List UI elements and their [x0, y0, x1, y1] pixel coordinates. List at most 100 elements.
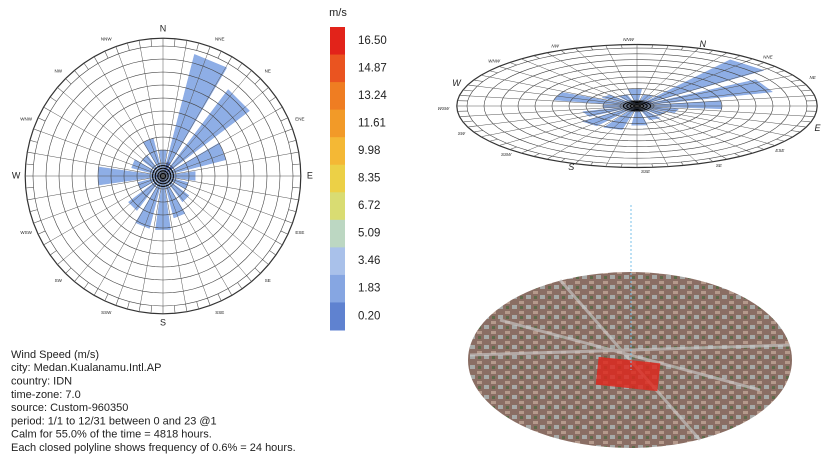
degree-tick: [722, 156, 727, 159]
degree-tick: [38, 118, 45, 121]
degree-tick: [797, 126, 807, 127]
degree-tick: [207, 47, 210, 54]
direction-label: ENE: [295, 116, 304, 121]
direction-label: E: [307, 170, 313, 180]
degree-tick: [463, 90, 473, 91]
direction-label: SSE: [215, 310, 224, 315]
degree-tick: [84, 282, 88, 288]
degree-tick: [474, 131, 483, 132]
spoke: [79, 76, 163, 176]
direction-label: S: [568, 162, 574, 172]
degree-tick: [285, 220, 292, 223]
direction-label: N: [160, 23, 167, 33]
degree-tick: [735, 56, 741, 59]
colorbar-segment: [330, 247, 345, 275]
degree-tick: [474, 80, 483, 81]
degree-tick: [481, 135, 490, 137]
colorbar-segment: [330, 165, 345, 193]
degree-tick: [228, 57, 232, 64]
degree-tick: [139, 304, 140, 312]
page: NNNENEENEEESESESSESSSWSWWSWWWNWNWNNWNNNE…: [0, 0, 821, 455]
degree-tick: [27, 152, 35, 153]
degree-tick: [590, 47, 593, 50]
degree-tick: [255, 268, 261, 274]
colorbar-tick-label: 14.87: [358, 62, 387, 74]
degree-tick: [238, 282, 242, 288]
degree-tick: [590, 162, 593, 165]
info-line: Wind Speed (m/s): [11, 349, 99, 361]
degree-tick: [30, 210, 38, 212]
degree-tick: [561, 50, 565, 53]
degree-tick: [66, 268, 72, 274]
degree-tick: [804, 95, 814, 96]
colorbar-tick-label: 3.46: [358, 255, 380, 267]
degree-tick: [281, 231, 288, 234]
degree-tick: [776, 71, 784, 73]
degree-tick: [44, 107, 51, 111]
degree-tick: [27, 199, 35, 200]
degree-tick: [186, 40, 187, 48]
direction-label: NW: [54, 68, 62, 73]
degree-tick: [50, 251, 56, 255]
info-line: Calm for 55.0% of the time = 4818 hours.: [11, 429, 212, 441]
degree-tick: [197, 302, 199, 310]
degree-tick: [746, 150, 753, 153]
degree-tick: [74, 276, 79, 282]
degree-tick: [791, 131, 800, 132]
degree-tick: [468, 126, 478, 127]
degree-tick: [784, 75, 793, 77]
direction-label: SSW: [501, 152, 512, 157]
colorbar-segment: [330, 82, 345, 110]
colorbar-tick-label: 0.20: [358, 310, 380, 322]
degree-tick: [293, 187, 301, 188]
degree-tick: [116, 47, 119, 54]
direction-label: SSW: [101, 310, 112, 315]
degree-tick: [26, 164, 34, 165]
spoke: [79, 176, 163, 276]
degree-tick: [105, 51, 108, 58]
degree-tick: [510, 147, 517, 149]
degree-tick: [269, 251, 275, 255]
degree-tick: [797, 85, 807, 86]
degree-tick: [746, 59, 753, 62]
direction-label: ESE: [295, 230, 304, 235]
direction-label: WNW: [488, 59, 500, 64]
direction-label: NNW: [623, 37, 634, 42]
degree-tick: [26, 187, 34, 188]
degree-tick: [757, 147, 764, 149]
info-line: country: IDN: [11, 376, 72, 388]
direction-label: SSE: [641, 169, 651, 174]
degree-tick: [681, 162, 684, 165]
degree-tick: [263, 87, 269, 92]
degree-tick: [247, 70, 252, 76]
spoke: [163, 176, 263, 260]
degree-tick: [228, 289, 232, 296]
degree-tick: [534, 56, 540, 59]
degree-tick: [722, 53, 727, 56]
degree-tick: [521, 59, 528, 62]
degree-tick: [84, 63, 88, 69]
degree-tick: [757, 63, 764, 65]
degree-tick: [38, 231, 45, 234]
degree-tick: [50, 97, 56, 101]
direction-label: NW: [551, 43, 559, 48]
degree-tick: [463, 121, 473, 122]
degree-tick: [276, 241, 283, 245]
direction-label: W: [12, 170, 21, 180]
degree-tick: [285, 129, 292, 132]
degree-tick: [709, 50, 713, 53]
direction-label: WNW: [20, 116, 32, 121]
colorbar-segment: [330, 137, 345, 165]
direction-label: NE: [810, 75, 817, 80]
colorbar-tick-label: 11.61: [358, 117, 386, 129]
degree-tick: [34, 220, 41, 223]
colorbar-tick-label: 1.83: [358, 283, 380, 295]
direction-label: NNW: [101, 36, 112, 41]
degree-tick: [127, 43, 129, 51]
spoke: [163, 176, 247, 276]
degree-tick: [499, 66, 507, 68]
degree-tick: [94, 57, 98, 64]
degree-tick: [575, 161, 578, 164]
degree-tick: [460, 116, 470, 117]
site-image: [468, 205, 792, 448]
